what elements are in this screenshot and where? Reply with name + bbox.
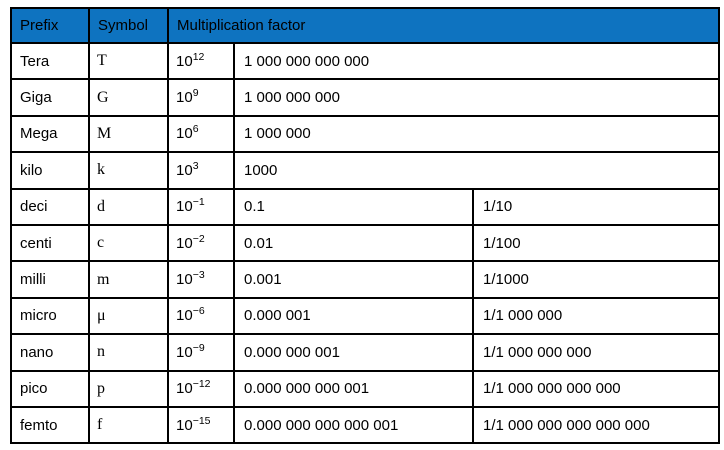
power-exponent: −3 (192, 269, 205, 282)
table-row: micro μ 10−6 0.000 001 1/1 000 000 (10, 296, 721, 336)
fraction-value-cell: 1/1 000 000 000 000 000 (471, 405, 721, 445)
decimal-value-cell: 0.001 (233, 260, 474, 299)
fraction-value-cell: 1/1 000 000 (471, 296, 721, 336)
prefix-cell: Mega (10, 114, 90, 154)
metric-prefix-table: Prefix Symbol Multiplication factor Tera… (10, 7, 721, 445)
prefix-cell: Tera (10, 41, 90, 81)
power-of-ten-cell: 10−15 (167, 405, 235, 445)
symbol-cell: T (88, 41, 169, 81)
power-of-ten-cell: 106 (167, 114, 235, 154)
symbol-cell: M (88, 114, 169, 154)
power-base: 10 (176, 89, 193, 107)
power-exponent: −6 (192, 305, 205, 318)
decimal-value-cell: 0.1 (233, 187, 474, 226)
column-header-multiplication-factor: Multiplication factor (166, 7, 721, 44)
power-exponent: 12 (192, 50, 205, 63)
table-row: kilo k 103 1000 (10, 151, 721, 190)
decimal-value-cell: 0.000 000 000 001 (233, 369, 474, 408)
power-of-ten-cell: 10−3 (167, 260, 235, 299)
table-body: Tera T 1012 1 000 000 000 000 Giga G 109… (10, 41, 721, 445)
prefix-cell: centi (10, 223, 90, 263)
symbol-cell: m (88, 260, 169, 299)
table-row: milli m 10−3 0.001 1/1000 (10, 260, 721, 299)
power-base: 10 (176, 234, 193, 252)
power-base: 10 (176, 343, 193, 361)
power-exponent: −2 (192, 232, 205, 245)
decimal-value-cell: 1 000 000 000 000 (232, 41, 721, 81)
prefix-cell: milli (10, 260, 90, 299)
prefix-cell: Giga (10, 78, 90, 117)
prefix-cell: femto (10, 405, 90, 445)
symbol-cell: d (88, 187, 169, 226)
decimal-value-cell: 0.01 (233, 223, 474, 263)
table-row: pico p 10−12 0.000 000 000 001 1/1 000 0… (10, 369, 721, 408)
decimal-value-cell: 1 000 000 (232, 114, 721, 154)
power-exponent: 6 (192, 123, 199, 136)
symbol-cell: c (88, 223, 169, 263)
symbol-cell: p (88, 369, 169, 408)
decimal-value-cell: 0.000 001 (233, 296, 474, 336)
fraction-value-cell: 1/100 (471, 223, 721, 263)
power-exponent: 9 (192, 87, 199, 100)
prefix-cell: pico (10, 369, 90, 408)
table-row: centi c 10−2 0.01 1/100 (10, 223, 721, 263)
symbol-cell: G (88, 78, 169, 117)
power-of-ten-cell: 10−12 (167, 369, 235, 408)
power-base: 10 (176, 125, 193, 143)
prefix-cell: deci (10, 187, 90, 226)
power-of-ten-cell: 10−1 (167, 187, 235, 226)
power-exponent: −9 (192, 341, 205, 354)
power-of-ten-cell: 1012 (167, 41, 235, 81)
power-of-ten-cell: 10−9 (167, 333, 235, 372)
symbol-cell: μ (88, 296, 169, 336)
power-base: 10 (176, 416, 193, 434)
table-row: Mega M 106 1 000 000 (10, 114, 721, 154)
power-of-ten-cell: 103 (167, 151, 235, 190)
column-header-symbol: Symbol (88, 7, 169, 44)
table-row: nano n 10−9 0.000 000 001 1/1 000 000 00… (10, 333, 721, 372)
symbol-cell: f (88, 405, 169, 445)
symbol-cell: k (88, 151, 169, 190)
decimal-value-cell: 0.000 000 001 (233, 333, 474, 372)
power-base: 10 (176, 52, 193, 70)
power-exponent: −15 (192, 414, 211, 427)
power-base: 10 (176, 271, 193, 289)
fraction-value-cell: 1/1 000 000 000 000 (471, 369, 721, 408)
decimal-value-cell: 1 000 000 000 (232, 78, 721, 117)
table-header-row: Prefix Symbol Multiplication factor (10, 7, 721, 44)
decimal-value-cell: 0.000 000 000 000 001 (233, 405, 474, 445)
prefix-cell: kilo (10, 151, 90, 190)
fraction-value-cell: 1/1000 (471, 260, 721, 299)
power-base: 10 (176, 307, 193, 325)
power-exponent: 3 (192, 159, 199, 172)
power-exponent: −12 (192, 378, 211, 391)
power-of-ten-cell: 10−2 (167, 223, 235, 263)
prefix-cell: micro (10, 296, 90, 336)
fraction-value-cell: 1/10 (471, 187, 721, 226)
symbol-cell: n (88, 333, 169, 372)
power-base: 10 (176, 161, 193, 179)
power-of-ten-cell: 10−6 (167, 296, 235, 336)
power-exponent: −1 (192, 196, 205, 209)
power-of-ten-cell: 109 (167, 78, 235, 117)
column-header-prefix: Prefix (10, 7, 90, 44)
power-base: 10 (176, 380, 193, 398)
table-row: Tera T 1012 1 000 000 000 000 (10, 41, 721, 81)
decimal-value-cell: 1000 (232, 151, 721, 190)
table-row: Giga G 109 1 000 000 000 (10, 78, 721, 117)
prefix-cell: nano (10, 333, 90, 372)
table-row: deci d 10−1 0.1 1/10 (10, 187, 721, 226)
fraction-value-cell: 1/1 000 000 000 (471, 333, 721, 372)
table-row: femto f 10−15 0.000 000 000 000 001 1/1 … (10, 405, 721, 445)
power-base: 10 (176, 198, 193, 216)
